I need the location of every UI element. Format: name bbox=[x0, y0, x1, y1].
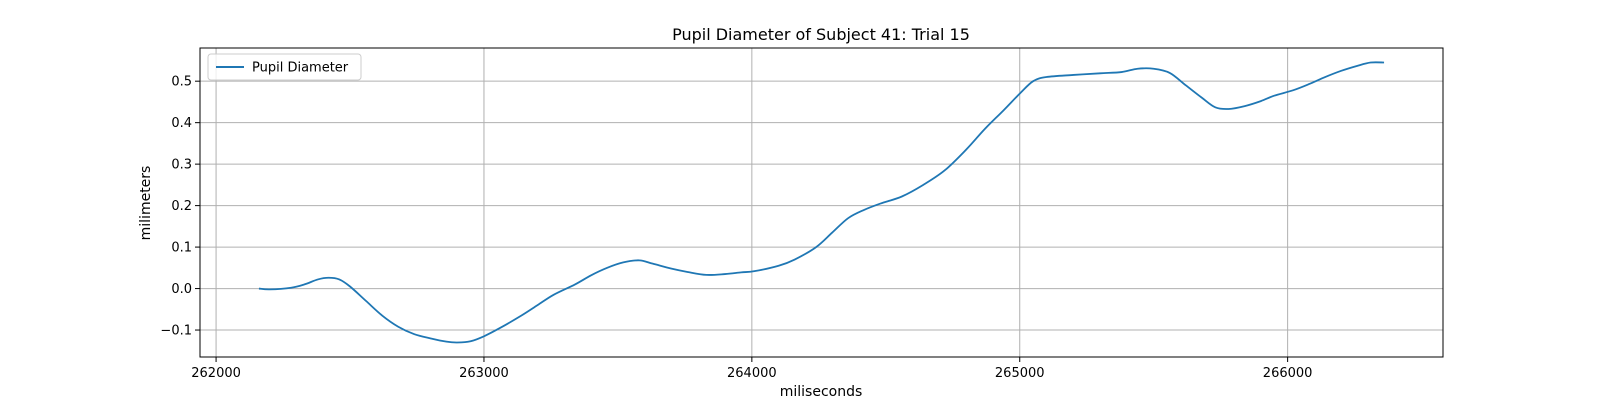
x-tick-label: 263000 bbox=[459, 366, 509, 381]
series-line-pupil-diameter bbox=[258, 61, 1385, 344]
y-tick-label: 0.1 bbox=[171, 241, 192, 256]
plot-frame bbox=[199, 47, 1444, 358]
y-tick-label: 0.4 bbox=[171, 116, 192, 131]
legend-box bbox=[207, 53, 362, 81]
y-tick-label: 0.5 bbox=[171, 75, 192, 90]
legend-label: Pupil Diameter bbox=[252, 61, 349, 76]
y-tick-label: 0.0 bbox=[171, 282, 192, 297]
y-axis-label: milimeters bbox=[138, 166, 154, 241]
x-tick-label: 266000 bbox=[1263, 366, 1313, 381]
series-layer bbox=[258, 61, 1385, 344]
x-axis-label: miliseconds bbox=[780, 384, 863, 400]
legend: Pupil Diameter bbox=[207, 53, 362, 81]
x-tick-label: 264000 bbox=[727, 366, 777, 381]
grid-lines bbox=[200, 48, 1443, 357]
axis-ticks: 262000 263000 264000 265000 266000 −0.1 0.0 0.1… bbox=[160, 75, 1312, 381]
y-tick-label: 0.2 bbox=[171, 199, 192, 214]
x-tick-label: 262000 bbox=[191, 366, 241, 381]
x-tick-label: 265000 bbox=[995, 366, 1045, 381]
y-tick-label: 0.3 bbox=[171, 158, 192, 173]
chart-title: Pupil Diameter of Subject 41: Trial 15 bbox=[672, 25, 970, 44]
y-tick-label: −0.1 bbox=[160, 324, 192, 339]
